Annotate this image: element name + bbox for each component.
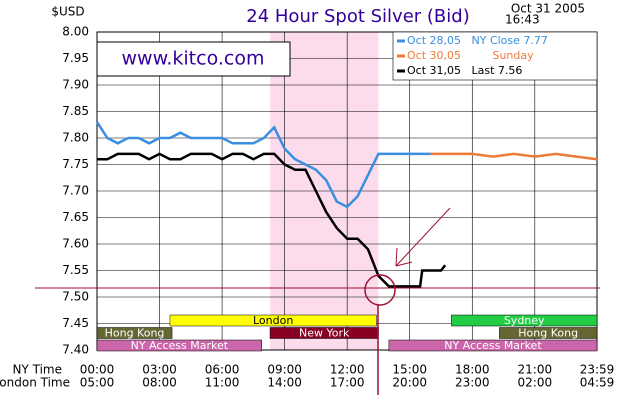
- plot-frame: [96, 31, 598, 351]
- y-tick-label: 7.50: [62, 290, 89, 304]
- x-tick-label: 18:00: [455, 363, 490, 377]
- annotation-arrow: [395, 207, 451, 267]
- session-bar: [388, 339, 598, 352]
- date: Oct 31 2005: [511, 2, 585, 16]
- session-label: New York: [299, 327, 350, 340]
- x2-tick-label: 11:00: [205, 376, 240, 390]
- x2-axis-label: London Time: [0, 376, 70, 390]
- session-label: Hong Kong: [518, 327, 578, 340]
- time: 16:43: [505, 13, 540, 27]
- session-bar: [96, 339, 262, 352]
- session-bar: [451, 314, 598, 327]
- session-label: London: [253, 314, 293, 327]
- x-tick-label: 09:00: [267, 363, 302, 377]
- unit-label: $USD: [51, 5, 84, 19]
- annotation-circle: [364, 274, 396, 306]
- y-tick-label: 7.80: [62, 131, 89, 145]
- legend-box: [392, 31, 598, 81]
- y-tick-label: 7.45: [62, 316, 89, 330]
- x-tick-label: 23:59: [580, 363, 615, 377]
- website-box: [96, 41, 291, 77]
- session-label: Hong Kong: [105, 327, 165, 340]
- session-label: NY Access Market: [131, 339, 229, 352]
- session-label: NY Access Market: [444, 339, 542, 352]
- y-tick-label: 7.70: [62, 184, 89, 198]
- x2-tick-label: 23:00: [455, 376, 490, 390]
- x-tick-label: 03:00: [142, 363, 177, 377]
- y-tick-label: 8.00: [62, 25, 89, 39]
- x-tick-label: 21:00: [518, 363, 553, 377]
- y-tick-label: 7.60: [62, 237, 89, 251]
- series-line: [95, 121, 431, 209]
- session-bar: [169, 314, 377, 327]
- y-tick-label: 7.90: [62, 78, 89, 92]
- chart-title: 24 Hour Spot Silver (Bid): [246, 6, 469, 27]
- website: www.kitco.com: [121, 48, 264, 70]
- session-bar: [499, 327, 598, 339]
- x-tick-label: 00:00: [80, 363, 115, 377]
- y-tick-label: 7.95: [62, 51, 89, 65]
- y-tick-label: 7.85: [62, 104, 89, 118]
- session-bar: [96, 327, 173, 339]
- x2-tick-label: 17:00: [330, 376, 365, 390]
- legend-label: Oct 28,05 NY Close 7.77: [407, 34, 548, 47]
- series-line: [430, 152, 598, 161]
- y-tick-label: 7.75: [62, 157, 89, 171]
- annotation: [35, 207, 600, 395]
- x2-tick-label: 02:00: [518, 376, 553, 390]
- x-tick-label: 15:00: [392, 363, 427, 377]
- y-tick-label: 7.55: [62, 263, 89, 277]
- legend-label: Oct 31,05 Last 7.56: [407, 64, 522, 77]
- x-tick-label: 06:00: [205, 363, 240, 377]
- series-line: [97, 152, 447, 288]
- annotation-arrowhead: [395, 247, 413, 267]
- x2-tick-label: 08:00: [142, 376, 177, 390]
- session-label: Sydney: [504, 314, 545, 327]
- x-axis-label: NY Time: [13, 363, 63, 377]
- x2-tick-label: 14:00: [267, 376, 302, 390]
- y-tick-label: 7.65: [62, 210, 89, 224]
- x-tick-label: 12:00: [330, 363, 365, 377]
- x2-tick-label: 20:00: [392, 376, 427, 390]
- x2-tick-label: 04:59: [580, 376, 615, 390]
- x2-tick-label: 05:00: [80, 376, 115, 390]
- y-tick-label: 7.40: [62, 343, 89, 357]
- legend-label: Oct 30,05 Sunday: [407, 49, 534, 62]
